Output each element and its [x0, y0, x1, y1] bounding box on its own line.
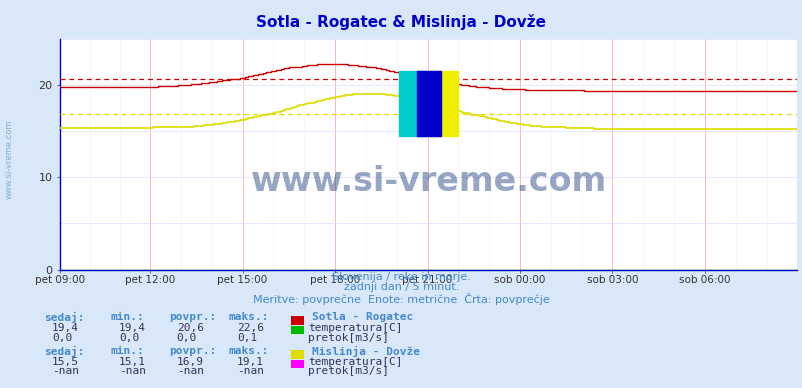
- Text: povpr.:: povpr.:: [168, 312, 216, 322]
- Text: Sotla - Rogatec & Mislinja - Dovže: Sotla - Rogatec & Mislinja - Dovže: [256, 14, 546, 29]
- Text: pretok[m3/s]: pretok[m3/s]: [308, 333, 389, 343]
- Text: min.:: min.:: [111, 346, 144, 356]
- Text: temperatura[C]: temperatura[C]: [308, 323, 403, 333]
- Text: Sotla - Rogatec: Sotla - Rogatec: [311, 312, 412, 322]
- Text: 22,6: 22,6: [237, 323, 264, 333]
- Text: zadnji dan / 5 minut.: zadnji dan / 5 minut.: [343, 282, 459, 293]
- Text: 19,4: 19,4: [119, 323, 146, 333]
- Text: 0,0: 0,0: [176, 333, 196, 343]
- Text: sedaj:: sedaj:: [44, 312, 84, 323]
- Text: sedaj:: sedaj:: [44, 346, 84, 357]
- Text: www.si-vreme.com: www.si-vreme.com: [250, 165, 606, 198]
- Text: maks.:: maks.:: [229, 312, 269, 322]
- Text: Mislinja - Dovže: Mislinja - Dovže: [311, 346, 419, 357]
- Text: 20,6: 20,6: [176, 323, 204, 333]
- Text: maks.:: maks.:: [229, 346, 269, 356]
- Bar: [428, 71, 458, 136]
- Text: 15,1: 15,1: [119, 357, 146, 367]
- Text: -nan: -nan: [176, 366, 204, 376]
- Text: 0,0: 0,0: [52, 333, 72, 343]
- Text: povpr.:: povpr.:: [168, 346, 216, 356]
- Text: 19,4: 19,4: [52, 323, 79, 333]
- Text: 16,9: 16,9: [176, 357, 204, 367]
- Text: 0,1: 0,1: [237, 333, 257, 343]
- Text: 0,0: 0,0: [119, 333, 139, 343]
- Text: pretok[m3/s]: pretok[m3/s]: [308, 366, 389, 376]
- Text: 15,5: 15,5: [52, 357, 79, 367]
- Text: min.:: min.:: [111, 312, 144, 322]
- Text: -nan: -nan: [52, 366, 79, 376]
- Text: temperatura[C]: temperatura[C]: [308, 357, 403, 367]
- Bar: [399, 71, 428, 136]
- Text: Slovenija / reke in morje.: Slovenija / reke in morje.: [332, 272, 470, 282]
- Bar: [416, 71, 440, 136]
- Text: www.si-vreme.com: www.si-vreme.com: [5, 120, 14, 199]
- Text: 19,1: 19,1: [237, 357, 264, 367]
- Text: -nan: -nan: [237, 366, 264, 376]
- Text: -nan: -nan: [119, 366, 146, 376]
- Text: Meritve: povprečne  Enote: metrične  Črta: povprečje: Meritve: povprečne Enote: metrične Črta:…: [253, 293, 549, 305]
